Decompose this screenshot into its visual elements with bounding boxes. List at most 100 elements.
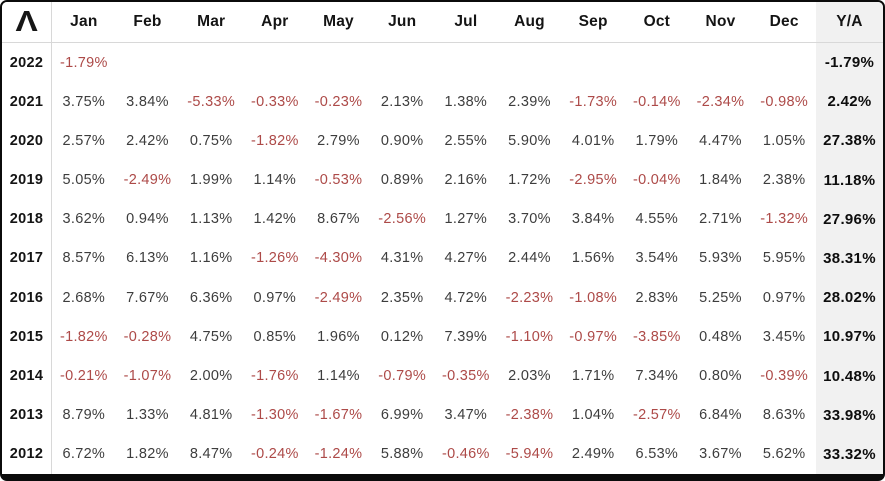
cell-2018-aug: 3.70% [508, 211, 551, 228]
cell-2021-feb: 3.84% [126, 93, 169, 110]
cell-2012-jun: 5.88% [380, 446, 424, 463]
cell-2021-jun: 2.13% [380, 93, 424, 110]
cell-2017-dec: 5.95% [762, 250, 806, 267]
col-header-nov: Nov [688, 2, 753, 43]
cell-2012-ya: 33.32% [816, 434, 883, 474]
cell-2017-sep: 1.56% [571, 250, 615, 267]
cell-2016-nov: 5.25% [699, 289, 742, 306]
cell-2018-jan: 3.62% [62, 211, 106, 228]
cell-2012-may: -1.24% [314, 446, 363, 463]
cell-2019-apr: 1.14% [253, 172, 297, 189]
cell-2019-may: -0.53% [314, 172, 363, 189]
cell-2018-ya: 27.96% [816, 199, 883, 239]
cell-2022-oct [625, 43, 689, 82]
cell-2014-mar: 2.00% [189, 368, 233, 385]
cell-2019-mar: 1.99% [189, 172, 233, 189]
cell-2022-sep [561, 43, 625, 82]
col-header-jul: Jul [434, 2, 498, 43]
row-header-2012: 2012 [2, 434, 52, 474]
cell-2012-sep: 2.49% [571, 446, 615, 463]
cell-2015-nov: 0.48% [699, 328, 742, 345]
cell-2017-oct: 3.54% [635, 250, 679, 267]
cell-2022-aug [498, 43, 562, 82]
cell-2022-nov [689, 43, 753, 82]
cell-2021-nov: -2.34% [696, 93, 745, 110]
col-header-feb: Feb [115, 2, 180, 43]
col-header-mar: Mar [179, 2, 243, 43]
cell-2014-ya: 10.48% [816, 356, 883, 396]
cell-2014-jan: -0.21% [59, 368, 108, 385]
cell-2015-apr: 0.85% [253, 328, 297, 345]
cell-2019-feb: -2.49% [123, 172, 172, 189]
cell-2020-jul: 2.55% [444, 132, 488, 149]
cell-2012-apr: -0.24% [250, 446, 299, 463]
cell-2022-apr [243, 43, 307, 82]
cell-2018-jun: -2.56% [378, 211, 427, 228]
cell-2020-dec: 1.05% [762, 132, 806, 149]
col-header-sep: Sep [561, 2, 625, 43]
col-header-aug: Aug [497, 2, 562, 43]
row-header-2017: 2017 [2, 238, 52, 279]
cell-2020-mar: 0.75% [189, 132, 233, 149]
cell-2013-ya: 33.98% [816, 395, 883, 435]
cell-2013-jan: 8.79% [62, 407, 106, 424]
cell-2021-aug: 2.39% [508, 93, 551, 110]
cell-2019-jan: 5.05% [62, 172, 106, 189]
cell-2012-aug: -5.94% [505, 446, 554, 463]
cell-2012-jul: -0.46% [441, 446, 490, 463]
cell-2016-sep: -1.08% [569, 289, 618, 306]
cell-2020-apr: -1.82% [250, 132, 299, 149]
cell-2018-nov: 2.71% [699, 211, 742, 228]
cell-2020-aug: 5.90% [508, 132, 551, 149]
row-header-2019: 2019 [2, 160, 52, 200]
cell-2021-apr: -0.33% [250, 93, 299, 110]
row-header-2014: 2014 [2, 356, 52, 396]
cell-2012-feb: 1.82% [126, 446, 169, 463]
cell-2018-oct: 4.55% [635, 211, 679, 228]
row-header-2015: 2015 [2, 317, 52, 357]
cell-2017-jan: 8.57% [62, 250, 106, 267]
cell-2020-jan: 2.57% [62, 132, 106, 149]
cell-2016-feb: 7.67% [126, 289, 169, 306]
cell-2015-aug: -1.10% [505, 328, 554, 345]
cell-2018-sep: 3.84% [571, 211, 615, 228]
cell-2012-jan: 6.72% [62, 446, 106, 463]
cell-2020-feb: 2.42% [126, 132, 169, 149]
cell-2017-apr: -1.26% [250, 250, 299, 267]
cell-2022-jun [370, 43, 434, 82]
cell-2022-jul [434, 43, 498, 82]
cell-2012-nov: 3.67% [699, 446, 742, 463]
cell-2016-dec: 0.97% [762, 289, 806, 306]
cell-2016-mar: 6.36% [189, 289, 233, 306]
cell-2021-sep: -1.73% [569, 93, 618, 110]
cell-2020-may: 2.79% [317, 132, 360, 149]
cell-2014-jul: -0.35% [441, 368, 490, 385]
cell-2016-ya: 28.02% [816, 278, 883, 318]
cell-2019-sep: -2.95% [569, 172, 618, 189]
cell-2016-apr: 0.97% [253, 289, 297, 306]
cell-2017-may: -4.30% [314, 250, 363, 267]
cell-2018-may: 8.67% [317, 211, 360, 228]
cell-2014-dec: -0.39% [760, 368, 809, 385]
cell-2015-jul: 7.39% [444, 328, 488, 345]
cell-2022-mar [179, 43, 243, 82]
cell-2020-oct: 1.79% [635, 132, 679, 149]
cell-2019-jul: 2.16% [444, 172, 488, 189]
cell-2015-sep: -0.97% [569, 328, 618, 345]
row-header-2022: 2022 [2, 43, 52, 83]
cell-2018-feb: 0.94% [126, 211, 169, 228]
cell-2013-mar: 4.81% [189, 407, 233, 424]
cell-2013-jun: 6.99% [380, 407, 424, 424]
cell-2021-mar: -5.33% [187, 93, 236, 110]
cell-2013-may: -1.67% [314, 407, 363, 424]
cell-2017-mar: 1.16% [189, 250, 233, 267]
cell-2017-jul: 4.27% [444, 250, 488, 267]
cell-2015-mar: 4.75% [189, 328, 233, 345]
cell-2016-jan: 2.68% [62, 289, 106, 306]
cell-2017-jun: 4.31% [380, 250, 424, 267]
cell-2015-jan: -1.82% [59, 328, 108, 345]
cell-2020-sep: 4.01% [571, 132, 615, 149]
cell-2015-dec: 3.45% [762, 328, 806, 345]
cell-2015-jun: 0.12% [380, 328, 424, 345]
cell-2015-feb: -0.28% [123, 328, 172, 345]
